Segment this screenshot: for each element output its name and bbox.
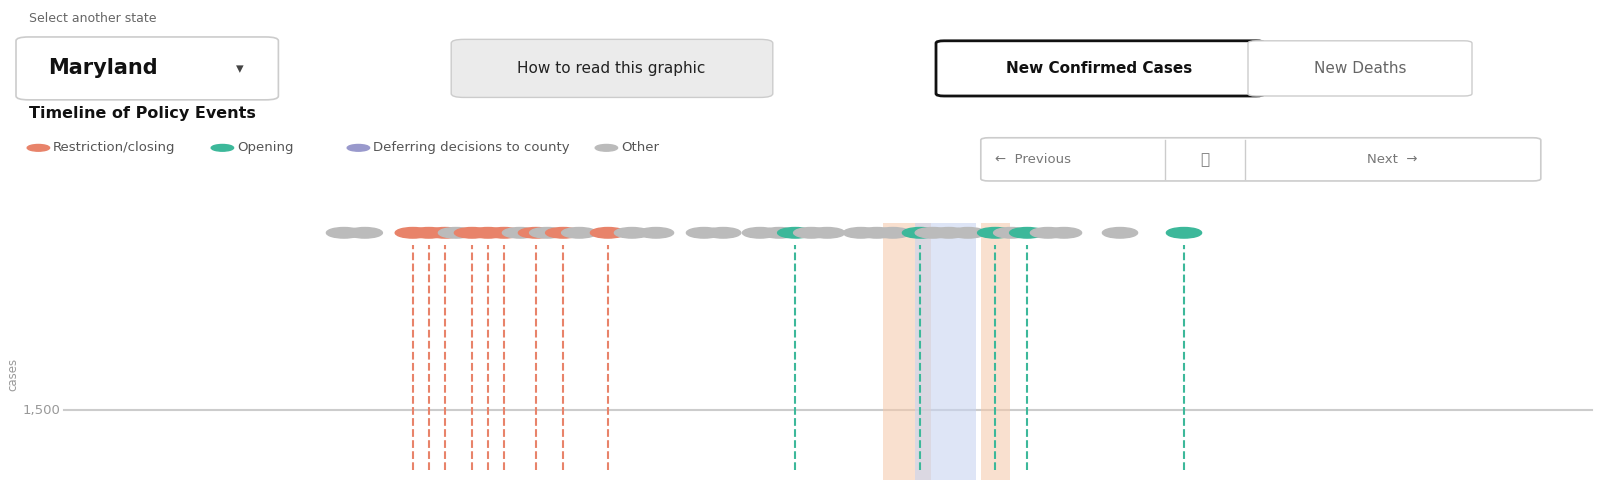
Text: How to read this graphic: How to read this graphic bbox=[517, 60, 706, 76]
Text: ←  Previous: ← Previous bbox=[995, 153, 1072, 166]
FancyBboxPatch shape bbox=[1248, 41, 1472, 96]
Circle shape bbox=[502, 228, 538, 238]
Circle shape bbox=[347, 228, 382, 238]
Circle shape bbox=[438, 228, 474, 238]
Circle shape bbox=[1166, 228, 1202, 238]
Circle shape bbox=[546, 228, 581, 238]
Circle shape bbox=[395, 228, 430, 238]
Circle shape bbox=[810, 228, 845, 238]
Circle shape bbox=[794, 228, 829, 238]
Text: 1,500: 1,500 bbox=[22, 404, 61, 417]
Circle shape bbox=[1102, 228, 1138, 238]
Circle shape bbox=[211, 144, 234, 151]
Circle shape bbox=[595, 144, 618, 151]
Text: Maryland: Maryland bbox=[48, 58, 158, 78]
Circle shape bbox=[638, 228, 674, 238]
Circle shape bbox=[347, 144, 370, 151]
FancyBboxPatch shape bbox=[16, 37, 278, 100]
Text: cases: cases bbox=[6, 358, 19, 391]
Text: ▾: ▾ bbox=[235, 60, 243, 76]
Circle shape bbox=[915, 228, 950, 238]
Circle shape bbox=[902, 228, 938, 238]
Circle shape bbox=[706, 228, 741, 238]
Text: ⌕: ⌕ bbox=[1200, 152, 1210, 167]
Circle shape bbox=[742, 228, 778, 238]
Circle shape bbox=[427, 228, 462, 238]
Circle shape bbox=[1010, 228, 1045, 238]
Text: Select another state: Select another state bbox=[29, 12, 157, 25]
Text: Restriction/closing: Restriction/closing bbox=[53, 141, 176, 155]
Bar bbox=[883, 223, 931, 480]
Text: Next  →: Next → bbox=[1366, 153, 1418, 166]
Text: Other: Other bbox=[621, 141, 659, 155]
Circle shape bbox=[1030, 228, 1066, 238]
Circle shape bbox=[530, 228, 565, 238]
FancyBboxPatch shape bbox=[981, 138, 1541, 181]
Circle shape bbox=[875, 228, 910, 238]
Circle shape bbox=[562, 228, 597, 238]
Circle shape bbox=[778, 228, 813, 238]
Circle shape bbox=[950, 228, 986, 238]
Circle shape bbox=[590, 228, 626, 238]
Circle shape bbox=[411, 228, 446, 238]
Text: New Deaths: New Deaths bbox=[1314, 60, 1406, 76]
FancyBboxPatch shape bbox=[451, 39, 773, 97]
Circle shape bbox=[27, 144, 50, 151]
Circle shape bbox=[486, 228, 522, 238]
Circle shape bbox=[518, 228, 554, 238]
Circle shape bbox=[994, 228, 1029, 238]
Circle shape bbox=[326, 228, 362, 238]
Circle shape bbox=[454, 228, 490, 238]
Circle shape bbox=[978, 228, 1013, 238]
Bar bbox=[915, 223, 976, 480]
Circle shape bbox=[859, 228, 894, 238]
Text: Opening: Opening bbox=[237, 141, 293, 155]
Circle shape bbox=[931, 228, 966, 238]
Circle shape bbox=[470, 228, 506, 238]
Circle shape bbox=[1046, 228, 1082, 238]
Circle shape bbox=[614, 228, 650, 238]
Text: Deferring decisions to county: Deferring decisions to county bbox=[373, 141, 570, 155]
Circle shape bbox=[762, 228, 797, 238]
Text: Timeline of Policy Events: Timeline of Policy Events bbox=[29, 106, 256, 120]
FancyBboxPatch shape bbox=[936, 41, 1264, 96]
Text: New Confirmed Cases: New Confirmed Cases bbox=[1006, 60, 1192, 76]
Circle shape bbox=[843, 228, 878, 238]
Circle shape bbox=[686, 228, 722, 238]
Bar bbox=[981, 223, 1010, 480]
